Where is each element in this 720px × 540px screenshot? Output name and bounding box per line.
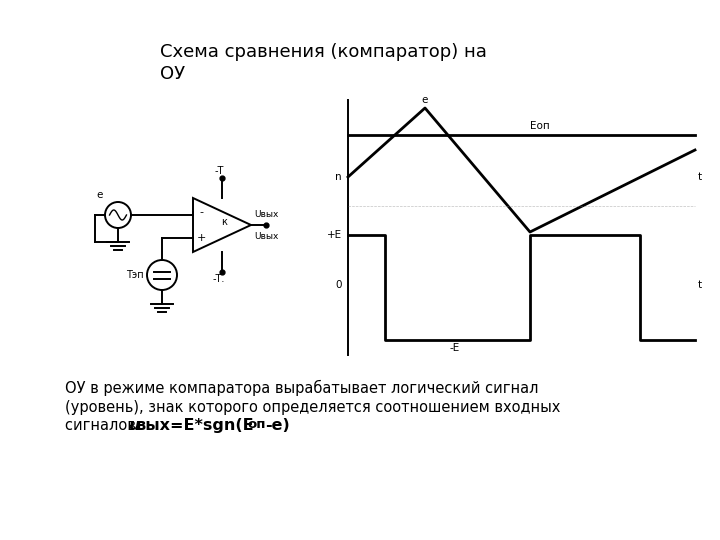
Text: оп: оп: [247, 418, 266, 431]
Text: Uвых: Uвых: [254, 210, 279, 219]
Text: +Е: +Е: [327, 230, 342, 240]
Text: -: -: [199, 207, 203, 217]
Text: t: t: [698, 280, 702, 290]
Text: e: e: [422, 95, 428, 105]
Text: -Е: -Е: [450, 343, 460, 353]
Text: Еоп: Еоп: [530, 121, 550, 131]
Text: Схема сравнения (компаратор) на
ОУ: Схема сравнения (компаратор) на ОУ: [160, 43, 487, 83]
Text: -Т: -Т: [215, 166, 224, 176]
Text: u: u: [128, 418, 140, 433]
Text: Тэп: Тэп: [127, 270, 144, 280]
Text: n: n: [336, 172, 342, 182]
Text: Uвых: Uвых: [254, 232, 279, 241]
Text: ОУ в режиме компаратора вырабатывает логический сигнал
(уровень), знак которого : ОУ в режиме компаратора вырабатывает лог…: [65, 380, 560, 415]
Text: вых=E*sgn(Е: вых=E*sgn(Е: [136, 418, 255, 433]
Text: t: t: [698, 172, 702, 182]
Text: е: е: [96, 190, 103, 200]
Text: сигналов: сигналов: [65, 418, 140, 433]
Text: 0: 0: [336, 280, 342, 290]
Text: -e): -e): [265, 418, 289, 433]
Text: -Т.: -Т.: [213, 274, 225, 284]
Text: к: к: [221, 217, 227, 227]
Text: +: +: [197, 233, 207, 243]
